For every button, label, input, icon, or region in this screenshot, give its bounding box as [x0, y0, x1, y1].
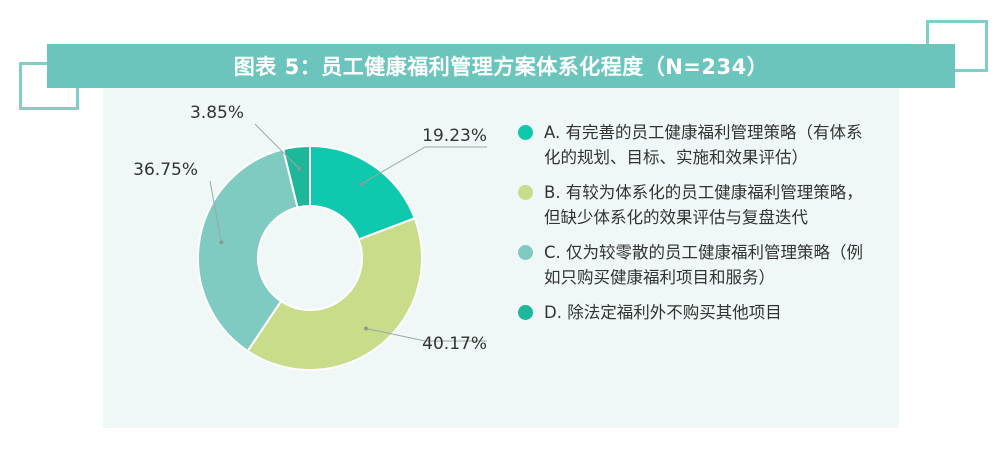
legend-marker-a	[518, 125, 533, 140]
slice-label-b: 40.17%	[422, 334, 487, 354]
leader-line-a	[360, 146, 487, 185]
legend-label-b: B. 有较为体系化的员工健康福利管理策略，但缺少体系化的效果评估与复盘迭代	[544, 183, 863, 227]
slice-labels: 19.23% 40.17% 36.75% 3.85%	[133, 103, 487, 354]
legend: A. 有完善的员工健康福利管理策略（有体系化的规划、目标、实施和效果评估） B.…	[518, 120, 878, 335]
leader-line-c	[209, 180, 222, 243]
donut-slices	[197, 144, 423, 371]
donut-slice-b	[246, 216, 423, 371]
legend-item-c: C. 仅为较零散的员工健康福利管理策略（例如只购买健康福利项目和服务）	[518, 240, 878, 290]
legend-marker-c	[518, 245, 533, 260]
leader-dot-b	[363, 326, 368, 331]
legend-item-a: A. 有完善的员工健康福利管理策略（有体系化的规划、目标、实施和效果评估）	[518, 120, 878, 170]
leader-dot-a	[359, 181, 364, 186]
leader-dot-c	[219, 240, 224, 245]
leader-dot-d	[297, 166, 302, 171]
legend-item-b: B. 有较为体系化的员工健康福利管理策略，但缺少体系化的效果评估与复盘迭代	[518, 180, 878, 230]
slice-label-c: 36.75%	[133, 160, 198, 180]
donut-slice-a	[309, 144, 417, 241]
slice-label-a: 19.23%	[422, 126, 487, 146]
donut-slice-d	[281, 144, 311, 209]
legend-marker-b	[518, 185, 533, 200]
legend-label-c: C. 仅为较零散的员工健康福利管理策略（例如只购买健康福利项目和服务）	[544, 243, 864, 287]
legend-marker-d	[518, 305, 533, 320]
leader-line-b	[365, 327, 487, 342]
legend-label-a: A. 有完善的员工健康福利管理策略（有体系化的规划、目标、实施和效果评估）	[544, 123, 863, 167]
donut-slice-c	[197, 148, 299, 353]
title-bar: 图表 5：员工健康福利管理方案体系化程度（N=234）	[47, 44, 955, 88]
slice-label-d: 3.85%	[190, 103, 244, 123]
legend-item-d: D. 除法定福利外不购买其他项目	[518, 300, 878, 325]
leader-lines	[209, 123, 487, 342]
legend-label-d: D. 除法定福利外不购买其他项目	[544, 303, 782, 322]
leader-line-d	[254, 123, 300, 170]
chart-title: 图表 5：员工健康福利管理方案体系化程度（N=234）	[233, 55, 769, 79]
